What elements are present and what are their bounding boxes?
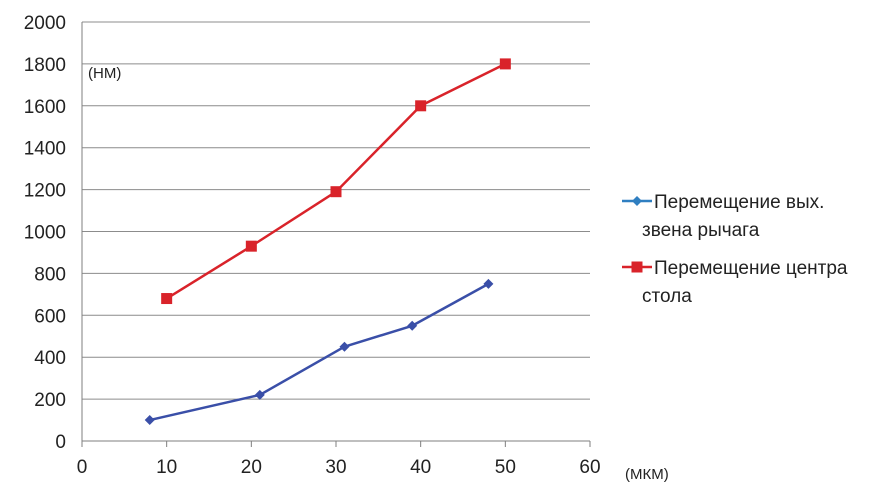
x-tick-label-10: 10: [156, 457, 177, 478]
gridlines: [82, 21, 590, 400]
series-1-point-5: [483, 278, 494, 289]
series-1-point-3: [339, 341, 350, 352]
legend-swatch-marker-2: [631, 261, 643, 273]
y-tick-label-0: 0: [55, 432, 66, 453]
axes: [81, 22, 591, 447]
legend-label-2-line-1: Перемещение центра: [654, 258, 848, 279]
series-1-point-2: [254, 389, 265, 400]
series-2-point-2: [245, 240, 257, 252]
series-1-point-1: [144, 415, 155, 426]
y-tick-label-600: 600: [34, 306, 66, 327]
x-tick-label-0: 0: [77, 457, 88, 478]
y-tick-label-1200: 1200: [24, 181, 66, 202]
y-tick-label-400: 400: [34, 348, 66, 369]
series-1-line: [149, 282, 490, 422]
legend: Перемещение вых.звена рычагаПеремещение …: [622, 192, 848, 307]
series-2-point-3: [330, 186, 342, 198]
legend-swatch-marker-1: [632, 196, 642, 206]
series-1: [144, 278, 494, 426]
y-axis-label: (НМ): [88, 65, 121, 82]
series: [144, 58, 511, 426]
legend-entry-2: Перемещение центра стола: [622, 258, 848, 307]
y-tick-label-1800: 1800: [24, 55, 66, 76]
series-2: [161, 58, 511, 305]
series-2-point-4: [415, 100, 427, 112]
y-tick-label-1400: 1400: [24, 139, 66, 160]
legend-label-1-line-2: звена рычага: [642, 220, 760, 241]
x-axis-label: (МКМ): [625, 466, 669, 483]
series-1-point-4: [407, 320, 418, 331]
x-tick-label-20: 20: [241, 457, 262, 478]
y-tick-label-1000: 1000: [24, 223, 66, 244]
y-tick-label-1600: 1600: [24, 97, 66, 118]
y-tick-label-800: 800: [34, 264, 66, 285]
y-tick-label-200: 200: [34, 390, 66, 411]
series-2-point-1: [161, 293, 173, 305]
y-tick-label-2000: 2000: [24, 13, 66, 34]
x-tick-label-50: 50: [495, 457, 516, 478]
x-tick-label-60: 60: [579, 457, 600, 478]
x-tick-label-40: 40: [410, 457, 431, 478]
legend-label-2-line-2: стола: [642, 286, 692, 307]
axis-labels: 0 200 400 600 800 1000 1200 1400 1600 1800 2000 0 10…: [24, 13, 669, 483]
x-tick-label-30: 30: [325, 457, 346, 478]
series-2-line: [166, 62, 506, 300]
series-2-point-5: [499, 58, 511, 70]
legend-entry-1: Перемещение вых. звена рычага: [622, 192, 824, 241]
legend-label-1-line-1: Перемещение вых.: [654, 192, 824, 213]
